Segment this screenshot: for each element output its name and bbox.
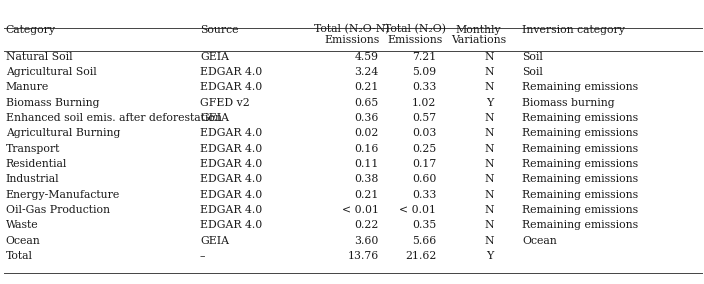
Text: Enhanced soil emis. after deforestation: Enhanced soil emis. after deforestation xyxy=(6,113,222,123)
Text: N: N xyxy=(484,128,494,139)
Text: EDGAR 4.0: EDGAR 4.0 xyxy=(200,205,262,215)
Text: EDGAR 4.0: EDGAR 4.0 xyxy=(200,174,262,185)
Text: Emissions: Emissions xyxy=(325,35,379,45)
Text: N: N xyxy=(484,174,494,185)
Text: Variations: Variations xyxy=(451,35,506,45)
Text: EDGAR 4.0: EDGAR 4.0 xyxy=(200,220,262,231)
Text: N: N xyxy=(484,67,494,77)
Text: 3.24: 3.24 xyxy=(355,67,379,77)
Text: 0.22: 0.22 xyxy=(354,220,379,231)
Text: N: N xyxy=(484,220,494,231)
Text: Remaining emissions: Remaining emissions xyxy=(522,205,639,215)
Text: Oil-Gas Production: Oil-Gas Production xyxy=(6,205,110,215)
Text: 13.76: 13.76 xyxy=(348,251,379,261)
Text: Remaining emissions: Remaining emissions xyxy=(522,159,639,169)
Text: 0.11: 0.11 xyxy=(354,159,379,169)
Text: N: N xyxy=(484,190,494,200)
Text: Ocean: Ocean xyxy=(6,236,40,246)
Text: Industrial: Industrial xyxy=(6,174,59,185)
Text: Soil: Soil xyxy=(522,52,543,62)
Text: 0.60: 0.60 xyxy=(412,174,436,185)
Text: 5.09: 5.09 xyxy=(413,67,436,77)
Text: EDGAR 4.0: EDGAR 4.0 xyxy=(200,144,262,154)
Text: Waste: Waste xyxy=(6,220,38,231)
Text: Transport: Transport xyxy=(6,144,60,154)
Text: Y: Y xyxy=(486,98,493,108)
Text: 0.65: 0.65 xyxy=(355,98,379,108)
Text: Y: Y xyxy=(486,251,493,261)
Text: N: N xyxy=(484,159,494,169)
Text: 4.59: 4.59 xyxy=(355,52,379,62)
Text: 0.33: 0.33 xyxy=(412,82,436,93)
Text: Category: Category xyxy=(6,25,56,35)
Text: N: N xyxy=(484,82,494,93)
Text: Remaining emissions: Remaining emissions xyxy=(522,190,639,200)
Text: Total (N₂O-N): Total (N₂O-N) xyxy=(314,24,390,35)
Text: < 0.01: < 0.01 xyxy=(341,205,379,215)
Text: EDGAR 4.0: EDGAR 4.0 xyxy=(200,128,262,139)
Text: 21.62: 21.62 xyxy=(405,251,436,261)
Text: N: N xyxy=(484,52,494,62)
Text: Manure: Manure xyxy=(6,82,49,93)
Text: Remaining emissions: Remaining emissions xyxy=(522,174,639,185)
Text: Emissions: Emissions xyxy=(388,35,443,45)
Text: Remaining emissions: Remaining emissions xyxy=(522,220,639,231)
Text: Biomass Burning: Biomass Burning xyxy=(6,98,99,108)
Text: EDGAR 4.0: EDGAR 4.0 xyxy=(200,159,262,169)
Text: 0.33: 0.33 xyxy=(412,190,436,200)
Text: GEIA: GEIA xyxy=(200,52,229,62)
Text: 0.03: 0.03 xyxy=(412,128,436,139)
Text: 0.57: 0.57 xyxy=(413,113,436,123)
Text: 0.21: 0.21 xyxy=(354,190,379,200)
Text: –: – xyxy=(200,251,206,261)
Text: Total (N₂O): Total (N₂O) xyxy=(384,24,446,35)
Text: Remaining emissions: Remaining emissions xyxy=(522,144,639,154)
Text: 0.35: 0.35 xyxy=(413,220,436,231)
Text: Energy-Manufacture: Energy-Manufacture xyxy=(6,190,120,200)
Text: GEIA: GEIA xyxy=(200,236,229,246)
Text: Natural Soil: Natural Soil xyxy=(6,52,73,62)
Text: 0.36: 0.36 xyxy=(354,113,379,123)
Text: 0.38: 0.38 xyxy=(354,174,379,185)
Text: GFED v2: GFED v2 xyxy=(200,98,250,108)
Text: Total: Total xyxy=(6,251,32,261)
Text: 1.02: 1.02 xyxy=(412,98,436,108)
Text: Source: Source xyxy=(200,25,239,35)
Text: EDGAR 4.0: EDGAR 4.0 xyxy=(200,190,262,200)
Text: 7.21: 7.21 xyxy=(413,52,436,62)
Text: 0.02: 0.02 xyxy=(354,128,379,139)
Text: 3.60: 3.60 xyxy=(354,236,379,246)
Text: EDGAR 4.0: EDGAR 4.0 xyxy=(200,67,262,77)
Text: Agricultural Soil: Agricultural Soil xyxy=(6,67,96,77)
Text: EDGAR 4.0: EDGAR 4.0 xyxy=(200,82,262,93)
Text: Remaining emissions: Remaining emissions xyxy=(522,113,639,123)
Text: Monthly: Monthly xyxy=(456,25,501,35)
Text: Ocean: Ocean xyxy=(522,236,557,246)
Text: 0.17: 0.17 xyxy=(413,159,436,169)
Text: Inversion category: Inversion category xyxy=(522,25,625,35)
Text: N: N xyxy=(484,113,494,123)
Text: Remaining emissions: Remaining emissions xyxy=(522,128,639,139)
Text: Residential: Residential xyxy=(6,159,67,169)
Text: Biomass burning: Biomass burning xyxy=(522,98,615,108)
Text: N: N xyxy=(484,236,494,246)
Text: < 0.01: < 0.01 xyxy=(399,205,436,215)
Text: 0.25: 0.25 xyxy=(413,144,436,154)
Text: Soil: Soil xyxy=(522,67,543,77)
Text: GEIA: GEIA xyxy=(200,113,229,123)
Text: N: N xyxy=(484,144,494,154)
Text: Agricultural Burning: Agricultural Burning xyxy=(6,128,120,139)
Text: 0.16: 0.16 xyxy=(354,144,379,154)
Text: Remaining emissions: Remaining emissions xyxy=(522,82,639,93)
Text: 0.21: 0.21 xyxy=(354,82,379,93)
Text: N: N xyxy=(484,205,494,215)
Text: 5.66: 5.66 xyxy=(413,236,436,246)
